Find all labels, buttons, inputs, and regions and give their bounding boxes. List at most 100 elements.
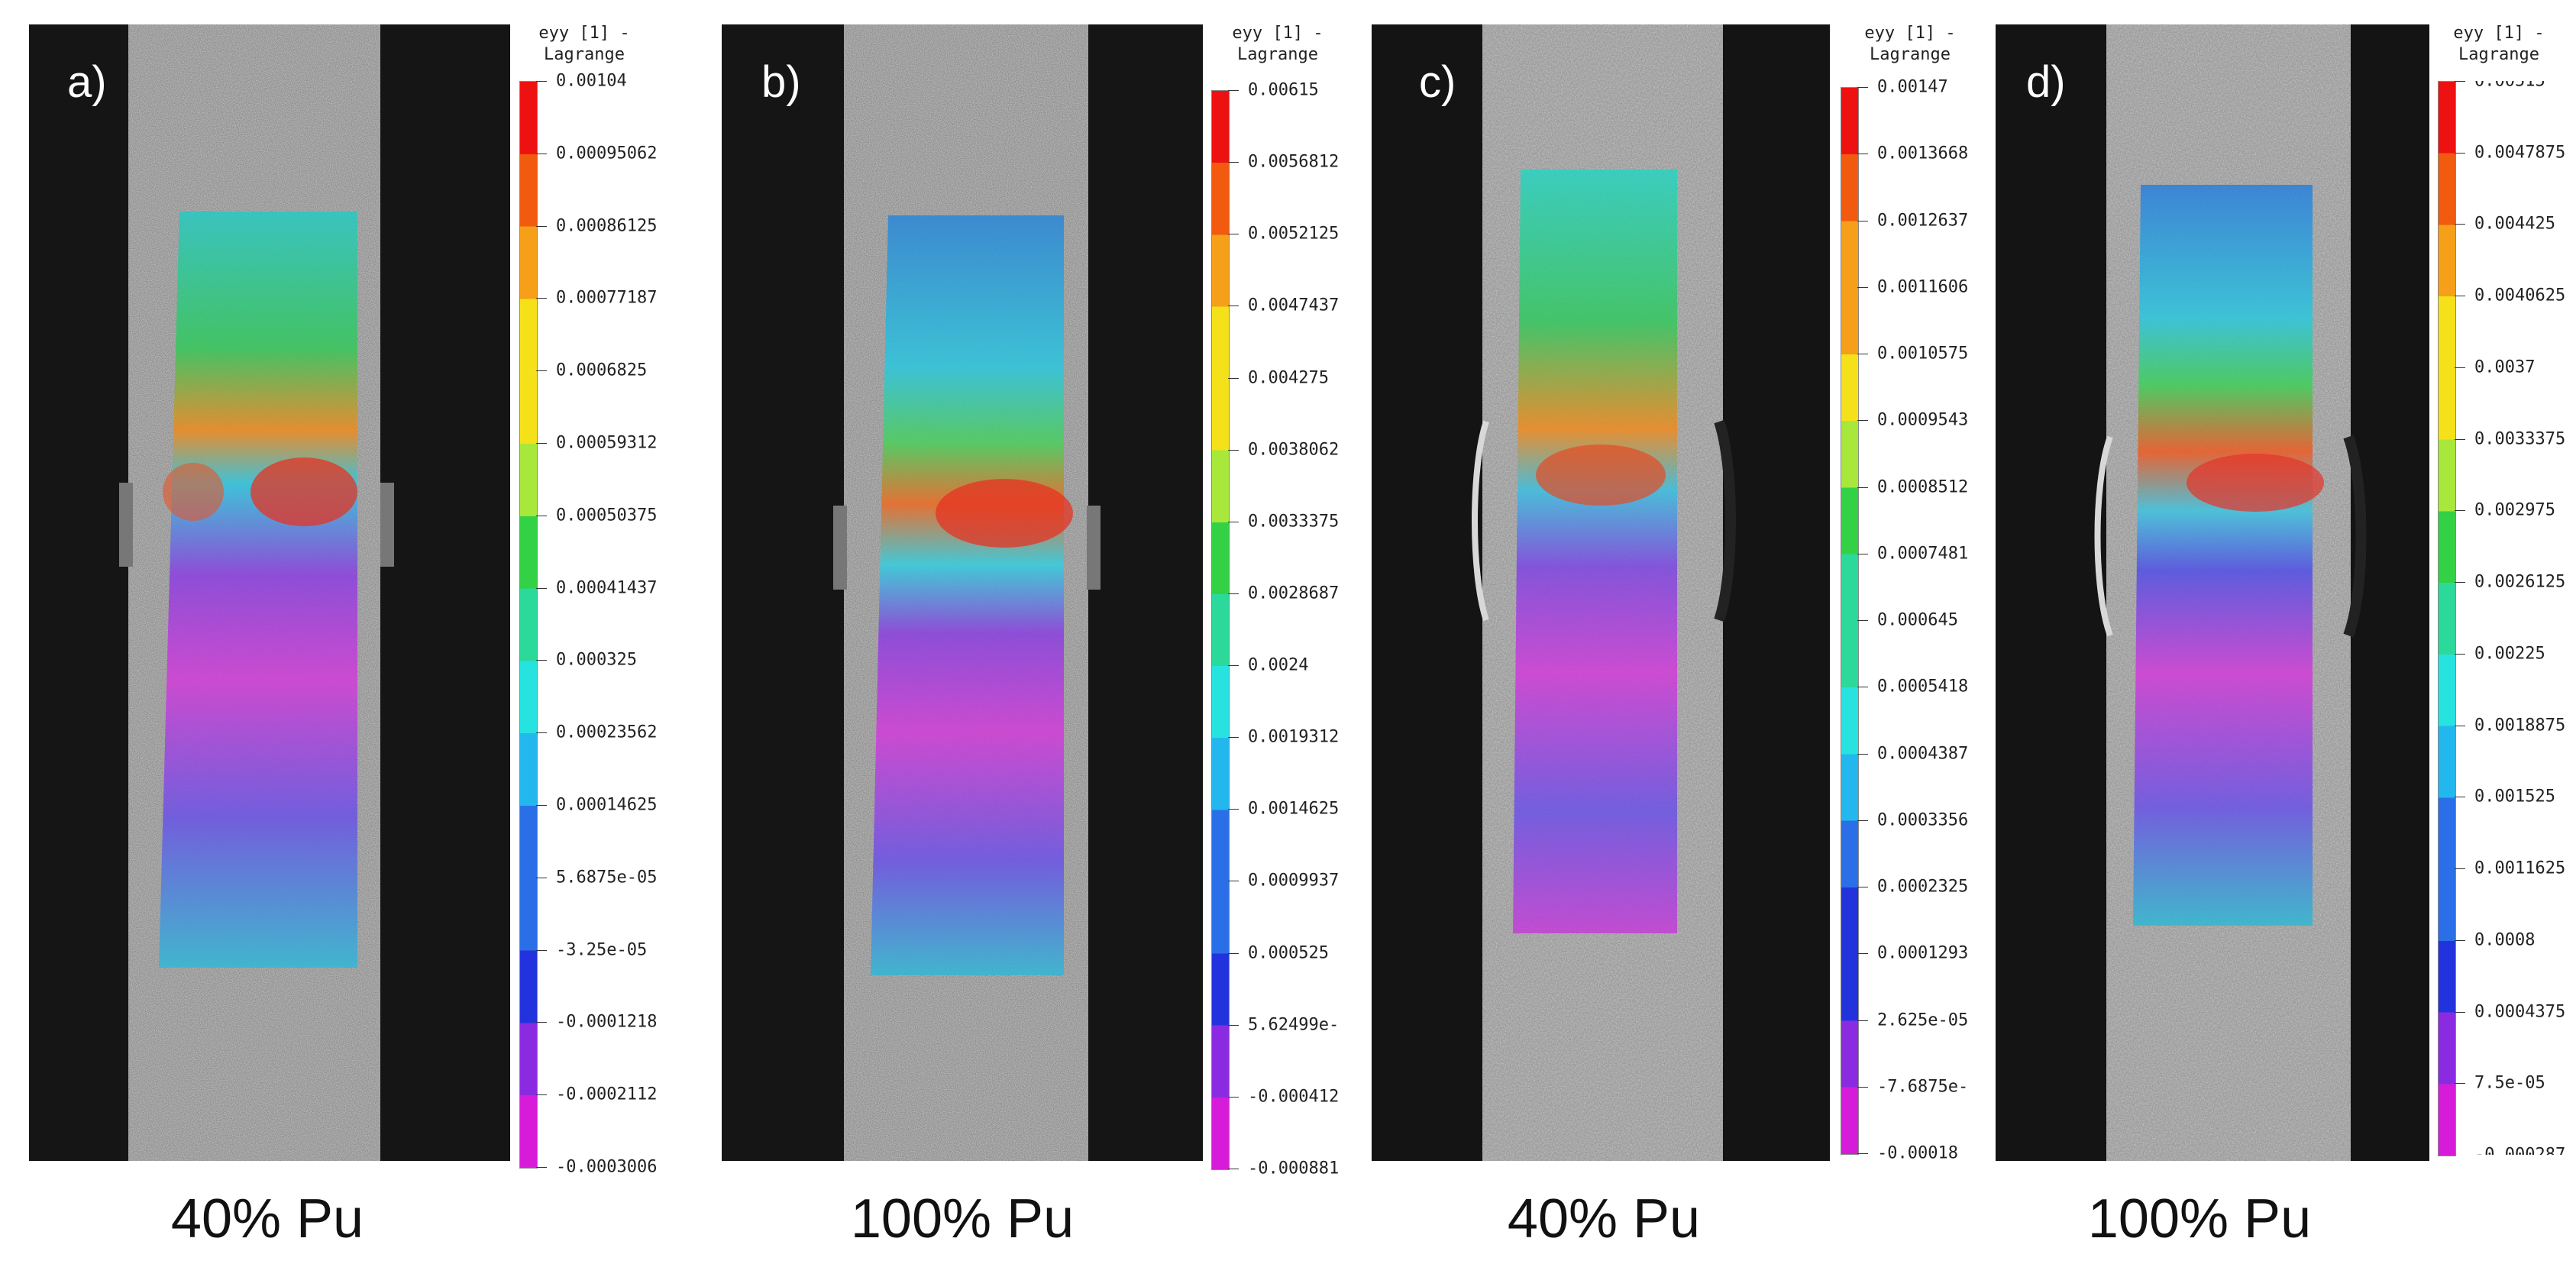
colorbar-tick: [1857, 87, 1868, 88]
panel-label-d: d): [2026, 57, 2066, 107]
colorbar-tick-label: 0.0014625: [1248, 799, 1340, 819]
colorbar-tick-label: 0.00014625: [556, 795, 658, 815]
colorbar-title-a: eyy [1] - Lagrange: [538, 24, 630, 64]
colorbar-tick: [2455, 939, 2465, 941]
colorbar-tick-label: 0.00515: [2474, 81, 2545, 91]
colorbar-tick: [2455, 868, 2465, 870]
colorbar-tick: [2455, 510, 2465, 512]
colorbar-tick-label: -0.000412: [1248, 1087, 1340, 1107]
colorbar-scale-c: [1841, 87, 1859, 1155]
specimen-image-a: a): [29, 24, 510, 1161]
colorbar-tick-label: 0.00077187: [556, 288, 658, 308]
colorbar-tick: [2455, 367, 2465, 368]
colorbar-tick-label: 5.6875e-05: [556, 868, 658, 887]
colorbar-tick: [536, 660, 547, 661]
colorbar-ticks-d: 0.00515 0.0047875 0.004425 0.0040625 0.0037 0…: [2455, 81, 2576, 1155]
panel-label-c: c): [1419, 57, 1456, 107]
colorbar-tick-label: 0.0008512: [1877, 477, 1969, 496]
colorbar-tick-label: -0.000881: [1248, 1159, 1340, 1178]
colorbar-tick: [536, 370, 547, 372]
colorbar-tick-label: 0.0052125: [1248, 224, 1340, 244]
colorbar-tick-label: 0.000645: [1877, 610, 1958, 630]
colorbar-tick-label: 0.00095062: [556, 144, 658, 163]
colorbar-tick: [1228, 449, 1239, 451]
colorbar-tick-label: 0.0047875: [2474, 143, 2566, 163]
colorbar-tick: [536, 443, 547, 444]
colorbar-tick-label: 0.004425: [2474, 214, 2555, 234]
colorbar-tick-label: 0.000325: [556, 650, 637, 670]
colorbar-tick-label: 0.00041437: [556, 578, 658, 598]
colorbar-tick-label: 0.0026125: [2474, 572, 2566, 592]
colorbar-tick: [1857, 620, 1868, 621]
colorbar-tick: [536, 1094, 547, 1096]
colorbar-tick-label: -3.25e-05: [556, 940, 648, 960]
colorbar-tick-label: 0.00615: [1248, 80, 1319, 100]
colorbar-title-d: eyy [1] - Lagrange: [2453, 24, 2545, 64]
colorbar-tick: [536, 949, 547, 951]
colorbar-scale-b: [1211, 90, 1230, 1170]
colorbar-tick: [1857, 286, 1868, 288]
colorbar-tick: [536, 225, 547, 227]
colorbar-tick: [1228, 809, 1239, 810]
colorbar-tick-label: 0.004275: [1248, 368, 1329, 388]
colorbar-tick: [1857, 420, 1868, 422]
specimen-image-b: b): [722, 24, 1203, 1161]
colorbar-tick-label: 0.0040625: [2474, 286, 2566, 306]
colorbar-tick-label: 0.0001293: [1877, 943, 1969, 963]
colorbar-tick: [536, 805, 547, 806]
colorbar-tick-label: 0.000525: [1248, 943, 1329, 963]
colorbar-tick: [1228, 593, 1239, 594]
caption-b: 100% Pu: [850, 1188, 1075, 1250]
colorbar-tick-label: 0.0011625: [2474, 858, 2566, 878]
colorbar-tick-label: 0.002975: [2474, 500, 2555, 520]
colorbar-tick-label: 0.0019312: [1248, 727, 1340, 747]
colorbar-tick: [2455, 438, 2465, 440]
colorbar-tick-label: 0.0033375: [2474, 429, 2566, 449]
caption-c: 40% Pu: [1507, 1188, 1701, 1250]
strain-field-a: [29, 24, 510, 1161]
colorbar-tick-label: 0.0009543: [1877, 410, 1969, 430]
colorbar-tick-label: -0.0002112: [556, 1085, 658, 1104]
colorbar-tick-label: 0.0028687: [1248, 584, 1340, 603]
colorbar-tick-label: 0.0005418: [1877, 677, 1969, 697]
colorbar-tick-label: 0.0047437: [1248, 296, 1340, 315]
colorbar-tick-label: 0.00050375: [556, 506, 658, 525]
colorbar-title-c: eyy [1] - Lagrange: [1864, 24, 1956, 64]
colorbar-tick-label: 0.0024: [1248, 655, 1309, 675]
colorbar-tick-label: 0.00147: [1877, 77, 1948, 97]
colorbar-tick: [1228, 1024, 1239, 1026]
colorbar-tick: [2455, 152, 2465, 154]
colorbar-tick: [2455, 81, 2465, 82]
colorbar-tick: [536, 298, 547, 299]
colorbar-tick-label: 0.0007481: [1877, 544, 1969, 564]
colorbar-tick-label: 7.5e-05: [2474, 1073, 2545, 1093]
panel-a: a) eyy [1] - Lagrange 0.00104 0.00095062 0…: [0, 0, 657, 1277]
colorbar-tick: [536, 587, 547, 589]
colorbar-tick: [1228, 737, 1239, 739]
colorbar-tick-label: 0.00023562: [556, 723, 658, 742]
panel-label-b: b): [761, 57, 801, 107]
colorbar-tick-label: 0.0018875: [2474, 716, 2566, 735]
colorbar-tick-label: 0.0006825: [556, 360, 648, 380]
colorbar-tick-label: -7.6875e-: [1877, 1077, 1969, 1097]
colorbar-tick: [1228, 1096, 1239, 1098]
colorbar-tick-label: 2.625e-05: [1877, 1010, 1969, 1030]
colorbar-tick: [536, 1022, 547, 1023]
colorbar-tick: [1857, 1020, 1868, 1021]
colorbar-tick: [1857, 820, 1868, 821]
specimen-image-d: d): [1996, 24, 2429, 1161]
colorbar-tick-label: 0.00086125: [556, 216, 658, 236]
colorbar-tick-label: 0.00059312: [556, 433, 658, 453]
colorbar-tick: [536, 81, 547, 82]
colorbar-tick-label: 0.0013668: [1877, 144, 1969, 163]
colorbar-tick: [2455, 224, 2465, 225]
colorbar-tick-label: 0.0004387: [1877, 744, 1969, 763]
colorbar-tick-label: 0.0010575: [1877, 344, 1969, 364]
colorbar-tick-label: 0.0038062: [1248, 440, 1340, 460]
colorbar-tick: [536, 732, 547, 734]
colorbar-tick-label: 5.62499e-: [1248, 1015, 1340, 1035]
colorbar-tick: [2455, 1083, 2465, 1085]
colorbar-tick-label: 0.0004375: [2474, 1002, 2566, 1022]
colorbar-tick-label: 0.001525: [2474, 787, 2555, 807]
colorbar-tick: [1228, 90, 1239, 91]
